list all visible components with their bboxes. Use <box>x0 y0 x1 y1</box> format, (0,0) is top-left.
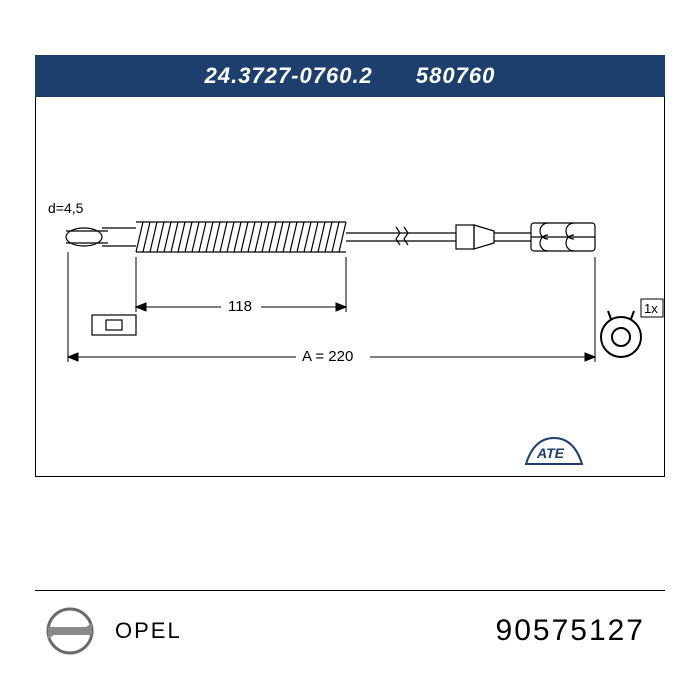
header-ref2: 580760 <box>416 63 495 88</box>
cable-section <box>346 227 456 245</box>
drawing-area: d=4,5 <box>35 97 665 477</box>
header-ref1: 24.3727-0760.2 <box>205 63 373 88</box>
diagram-container: 24.3727-0760.2 580760 d=4,5 <box>35 55 665 485</box>
eyelet-sideview <box>92 315 136 335</box>
technical-drawing-svg: d=4,5 <box>36 97 664 477</box>
ate-logo: ATE <box>524 434 584 468</box>
dim-total-length: A = 220 <box>68 252 595 365</box>
part-number: 90575127 <box>496 614 645 648</box>
left-eyelet <box>66 228 136 246</box>
spring-length-value: 118 <box>228 298 252 315</box>
ate-logo-text: ATE <box>536 445 565 461</box>
right-fitting <box>456 223 595 251</box>
footer: OPEL 90575127 <box>35 590 665 670</box>
total-length-value: A = 220 <box>302 348 353 365</box>
header-bar: 24.3727-0760.2 580760 <box>35 55 665 97</box>
dim-spring-length: 118 <box>136 257 346 315</box>
clip-qty: 1x <box>644 301 658 316</box>
brand-name: OPEL <box>115 618 182 644</box>
diameter-label: d=4,5 <box>48 200 84 216</box>
spring-sheath <box>136 222 346 252</box>
opel-logo-icon <box>35 596 105 666</box>
retaining-clip-icon: 1x <box>601 299 663 357</box>
